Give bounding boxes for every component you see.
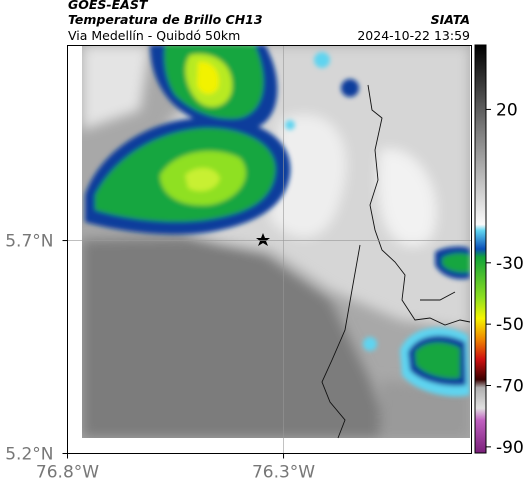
- colorbar-tick-label: -30: [496, 254, 524, 274]
- boundary: [321, 84, 471, 439]
- colorbar-tick-label: -70: [496, 377, 524, 397]
- source: SIATA: [431, 12, 470, 27]
- title: GOES-EAST: [68, 0, 149, 12]
- x-tick-label: 76.3°W: [252, 463, 315, 483]
- colorbar-tick-label: -90: [496, 438, 524, 458]
- colorbar-tick-label: -50: [496, 315, 524, 335]
- map-frame: [67, 45, 472, 454]
- colorbar: [474, 44, 487, 454]
- timestamp: 2024-10-22 13:59: [357, 28, 470, 43]
- colorbar-tick-label: 20: [496, 100, 518, 120]
- subtitle: Temperatura de Brillo CH13: [68, 12, 263, 27]
- region: Via Medellín - Quibdó 50km: [68, 28, 240, 43]
- y-tick-label: 5.2°N: [5, 445, 53, 465]
- y-tick-label: 5.7°N: [5, 232, 53, 252]
- city-marker: [256, 233, 270, 246]
- imagery: [82, 45, 470, 438]
- x-tick-label: 76.8°W: [36, 463, 99, 483]
